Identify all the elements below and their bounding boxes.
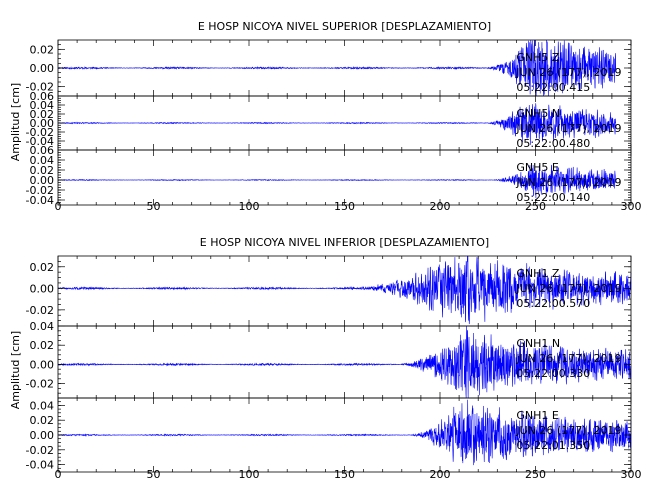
x-tick-label: 300 [621, 200, 642, 213]
y-tick-label: 0.06 [30, 144, 55, 157]
y-tick-label: 0.04 [30, 99, 55, 112]
y-tick-label: 0.00 [30, 174, 55, 187]
start-time-label: 05:22:00.140 [516, 191, 590, 204]
x-tick-label: 250 [525, 468, 546, 481]
chart-title: E HOSP NICOYA NIVEL SUPERIOR [DESPLAZAMI… [198, 20, 491, 33]
y-tick-label: 0.02 [30, 43, 55, 56]
waveform-trace [57, 103, 617, 145]
y-axis-label: Amplitud [cm] [9, 331, 22, 409]
panel-gnh1-e: -0.04 -0.02 0.00 0.02 0.04 GNH1 E JUN 26 (177)… [26, 397, 632, 473]
y-tick-label: 0.02 [30, 339, 55, 352]
y-tick-label: -0.04 [26, 459, 54, 472]
y-tick-label: -0.04 [26, 194, 54, 207]
station-component-label: GNH5 E [516, 161, 559, 174]
waveform-trace [57, 255, 632, 325]
station-component-label: GNH1 N [516, 337, 560, 350]
y-tick-label: 0.04 [30, 154, 55, 167]
y-tick-label: 0.04 [30, 399, 55, 412]
x-tick-label: 250 [525, 200, 546, 213]
y-tick-label: -0.04 [26, 135, 54, 148]
y-tick-label: 0.00 [30, 117, 55, 130]
x-tick-label: 150 [334, 200, 355, 213]
waveform-trace [57, 326, 632, 399]
start-time-label: 05:22:01.350 [516, 439, 590, 452]
y-tick-label: 0.02 [30, 414, 55, 427]
y-tick-label: 0.02 [30, 164, 55, 177]
start-time-label: 05:22:00.415 [516, 81, 590, 94]
y-tick-label: 0.02 [30, 261, 55, 274]
x-tick-label: 50 [147, 468, 161, 481]
event-date-label: JUN 26 (177), 2019 [515, 352, 621, 365]
event-date-label: JUN 26 (177), 2019 [515, 176, 621, 189]
y-tick-label: 0.06 [30, 90, 55, 103]
panel-gnh5-e: -0.04-0.020.000.020.040.06 GNH5 E JUN 26 (… [26, 144, 632, 207]
station-component-label: GNH1 E [516, 409, 559, 422]
x-tick-label: 0 [55, 468, 62, 481]
waveform-trace [57, 39, 617, 97]
event-date-label: JUN 26 (177), 2019 [515, 66, 621, 79]
start-time-label: 05:22:00.480 [516, 137, 590, 150]
x-tick-label: 200 [430, 468, 451, 481]
x-tick-label: 300 [621, 468, 642, 481]
y-tick-label: -0.02 [26, 184, 54, 197]
y-tick-label: 0.00 [30, 62, 55, 75]
panel-gnh5-z: -0.02 0.00 0.02 GNH5 Z JUN 26 (177), 2019 05:… [26, 39, 632, 97]
y-axis-label: Amplitud [cm] [9, 83, 22, 161]
y-tick-label: 0.00 [30, 282, 55, 295]
panel-gnh5-n: -0.04-0.020.000.020.040.06 GNH5 N JUN 26 (… [26, 90, 632, 151]
x-tick-label: 0 [55, 200, 62, 213]
x-tick-label: 50 [147, 200, 161, 213]
y-tick-label: 0.02 [30, 108, 55, 121]
y-tick-label: -0.02 [26, 126, 54, 139]
waveform-trace [57, 164, 617, 199]
waveform-trace [57, 399, 632, 466]
chart-title: E HOSP NICOYA NIVEL INFERIOR [DESPLAZAMI… [200, 236, 489, 249]
x-tick-label: 100 [239, 468, 260, 481]
y-tick-label: -0.02 [26, 81, 54, 94]
station-component-label: GNH5 Z [516, 51, 560, 64]
start-time-label: 05:22:00.570 [516, 297, 590, 310]
x-tick-label: 100 [239, 200, 260, 213]
panel-gnh1-z: -0.02 0.00 0.02 GNH1 Z JUN 26 (177), 2019 05:… [26, 255, 632, 327]
y-tick-label: 0.00 [30, 358, 55, 371]
station-component-label: GNH1 Z [516, 267, 560, 280]
event-date-label: JUN 26 (177), 2019 [515, 122, 621, 135]
y-tick-label: 0.04 [30, 320, 55, 333]
y-tick-label: 0.00 [30, 429, 55, 442]
start-time-label: 05:22:00.330 [516, 367, 590, 380]
panel-gnh1-n: -0.02 0.00 0.02 0.04 GNH1 N JUN 26 (177), 201… [26, 320, 632, 399]
x-tick-label: 200 [430, 200, 451, 213]
x-tick-label: 150 [334, 468, 355, 481]
event-date-label: JUN 26 (177), 2019 [515, 424, 621, 437]
event-date-label: JUN 26 (177), 2019 [515, 282, 621, 295]
y-tick-label: -0.02 [26, 378, 54, 391]
y-tick-label: -0.02 [26, 444, 54, 457]
y-tick-label: -0.02 [26, 304, 54, 317]
station-component-label: GNH5 N [516, 107, 560, 120]
